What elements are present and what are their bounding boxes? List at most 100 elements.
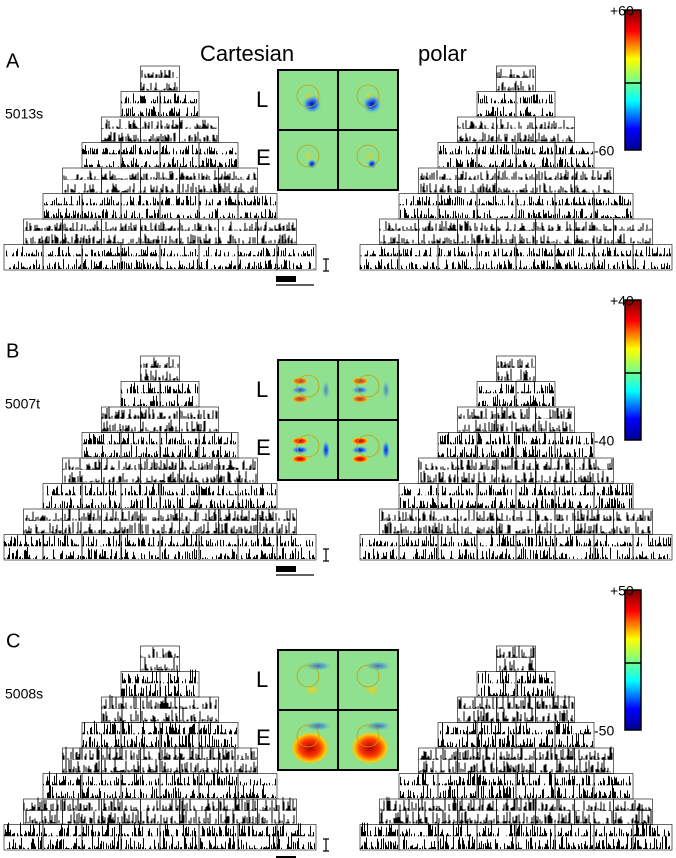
column-header: Cartesian xyxy=(200,41,294,66)
row-label: L xyxy=(256,87,268,112)
histogram-trace xyxy=(179,508,218,534)
histogram-trace xyxy=(574,458,613,483)
histogram-trace xyxy=(594,247,632,269)
histogram-trace xyxy=(121,534,159,559)
histogram-trace xyxy=(101,458,140,483)
histogram-trace xyxy=(380,509,418,534)
histogram-trace xyxy=(477,721,515,747)
blob xyxy=(364,721,392,731)
histogram-trace xyxy=(535,408,573,432)
histogram-trace xyxy=(418,510,457,534)
histogram-trace xyxy=(160,771,198,798)
colorbar xyxy=(624,299,642,441)
histogram-box xyxy=(457,457,497,484)
histogram-trace xyxy=(199,722,237,747)
blob xyxy=(291,386,309,394)
fixation-circle xyxy=(356,434,380,458)
histogram-box xyxy=(101,218,141,245)
histogram-box xyxy=(179,457,219,484)
blob xyxy=(291,437,309,445)
blob xyxy=(362,684,382,696)
blob xyxy=(351,395,369,403)
histogram-trace xyxy=(218,509,257,534)
histogram-trace xyxy=(101,509,140,534)
histogram-trace xyxy=(477,483,515,508)
histogram-trace xyxy=(83,432,120,457)
histogram-trace xyxy=(62,509,101,534)
histogram-trace xyxy=(160,144,198,167)
receptive-field-maps xyxy=(277,649,399,771)
histogram-trace xyxy=(140,120,179,142)
histogram-trace xyxy=(516,823,554,849)
histogram-trace xyxy=(238,778,276,798)
histogram-box xyxy=(437,483,478,510)
histogram-trace xyxy=(438,432,476,457)
histogram-trace xyxy=(457,220,496,244)
histogram-trace xyxy=(399,485,437,508)
scale-bar-stimulus xyxy=(276,276,296,282)
histogram-trace xyxy=(418,220,457,244)
histogram-trace xyxy=(199,146,237,167)
histogram-trace xyxy=(496,358,535,381)
histogram-trace xyxy=(535,747,574,773)
histogram-trace xyxy=(140,458,179,483)
histogram-trace xyxy=(82,196,120,218)
histogram-trace xyxy=(101,694,139,722)
histogram-trace xyxy=(633,246,671,269)
histogram-trace xyxy=(418,460,457,483)
blob xyxy=(362,149,376,163)
histogram-trace xyxy=(516,771,554,798)
scale-bar-vertical xyxy=(323,548,329,562)
histogram-trace xyxy=(496,694,534,722)
row-label: E xyxy=(256,725,271,750)
histogram-trace xyxy=(478,383,515,406)
colorbar-max: +50 xyxy=(610,583,634,599)
histogram-trace xyxy=(496,68,535,91)
histogram-trace xyxy=(101,406,140,432)
histogram-box xyxy=(554,722,595,749)
histogram-trace xyxy=(496,406,535,432)
histogram-trace xyxy=(419,170,457,193)
histogram-box xyxy=(418,798,458,825)
histogram-trace xyxy=(438,721,476,747)
cell-id: 5008s xyxy=(5,686,43,702)
histogram-box xyxy=(554,534,595,561)
blob xyxy=(351,446,369,454)
histogram-trace xyxy=(43,771,81,798)
histogram-trace xyxy=(613,223,652,244)
histogram-trace xyxy=(518,483,554,508)
histogram-box xyxy=(179,696,219,723)
blob xyxy=(351,377,369,385)
histogram-trace xyxy=(82,145,120,167)
histogram-trace xyxy=(82,534,120,559)
blob xyxy=(382,440,390,460)
histogram-trace xyxy=(535,509,574,534)
histogram-trace xyxy=(516,432,554,457)
cell-id: 5013s xyxy=(5,106,43,122)
fixation-circle xyxy=(296,724,320,748)
row-label: E xyxy=(256,435,271,460)
histogram-trace xyxy=(140,170,179,193)
fixation-circle xyxy=(296,664,320,688)
histogram-trace xyxy=(399,195,437,218)
histogram-trace xyxy=(477,247,515,269)
histogram-trace xyxy=(179,409,218,432)
blob xyxy=(322,380,330,400)
colorbar-min: -60 xyxy=(594,143,614,159)
histogram-trace xyxy=(399,534,437,559)
histogram-trace xyxy=(141,695,179,722)
blob xyxy=(302,89,316,103)
histogram-trace xyxy=(102,221,140,244)
histogram-trace xyxy=(517,534,554,559)
row-label: E xyxy=(256,145,271,170)
histogram-trace xyxy=(496,509,534,534)
histogram-box xyxy=(159,142,200,169)
histogram-trace xyxy=(477,773,515,798)
histogram-trace xyxy=(574,509,613,534)
histogram-trace xyxy=(457,459,496,483)
histogram-trace xyxy=(199,536,237,559)
histogram-trace xyxy=(478,144,515,167)
histogram-trace xyxy=(199,771,237,798)
histogram-trace xyxy=(101,170,140,193)
blob xyxy=(362,89,376,103)
